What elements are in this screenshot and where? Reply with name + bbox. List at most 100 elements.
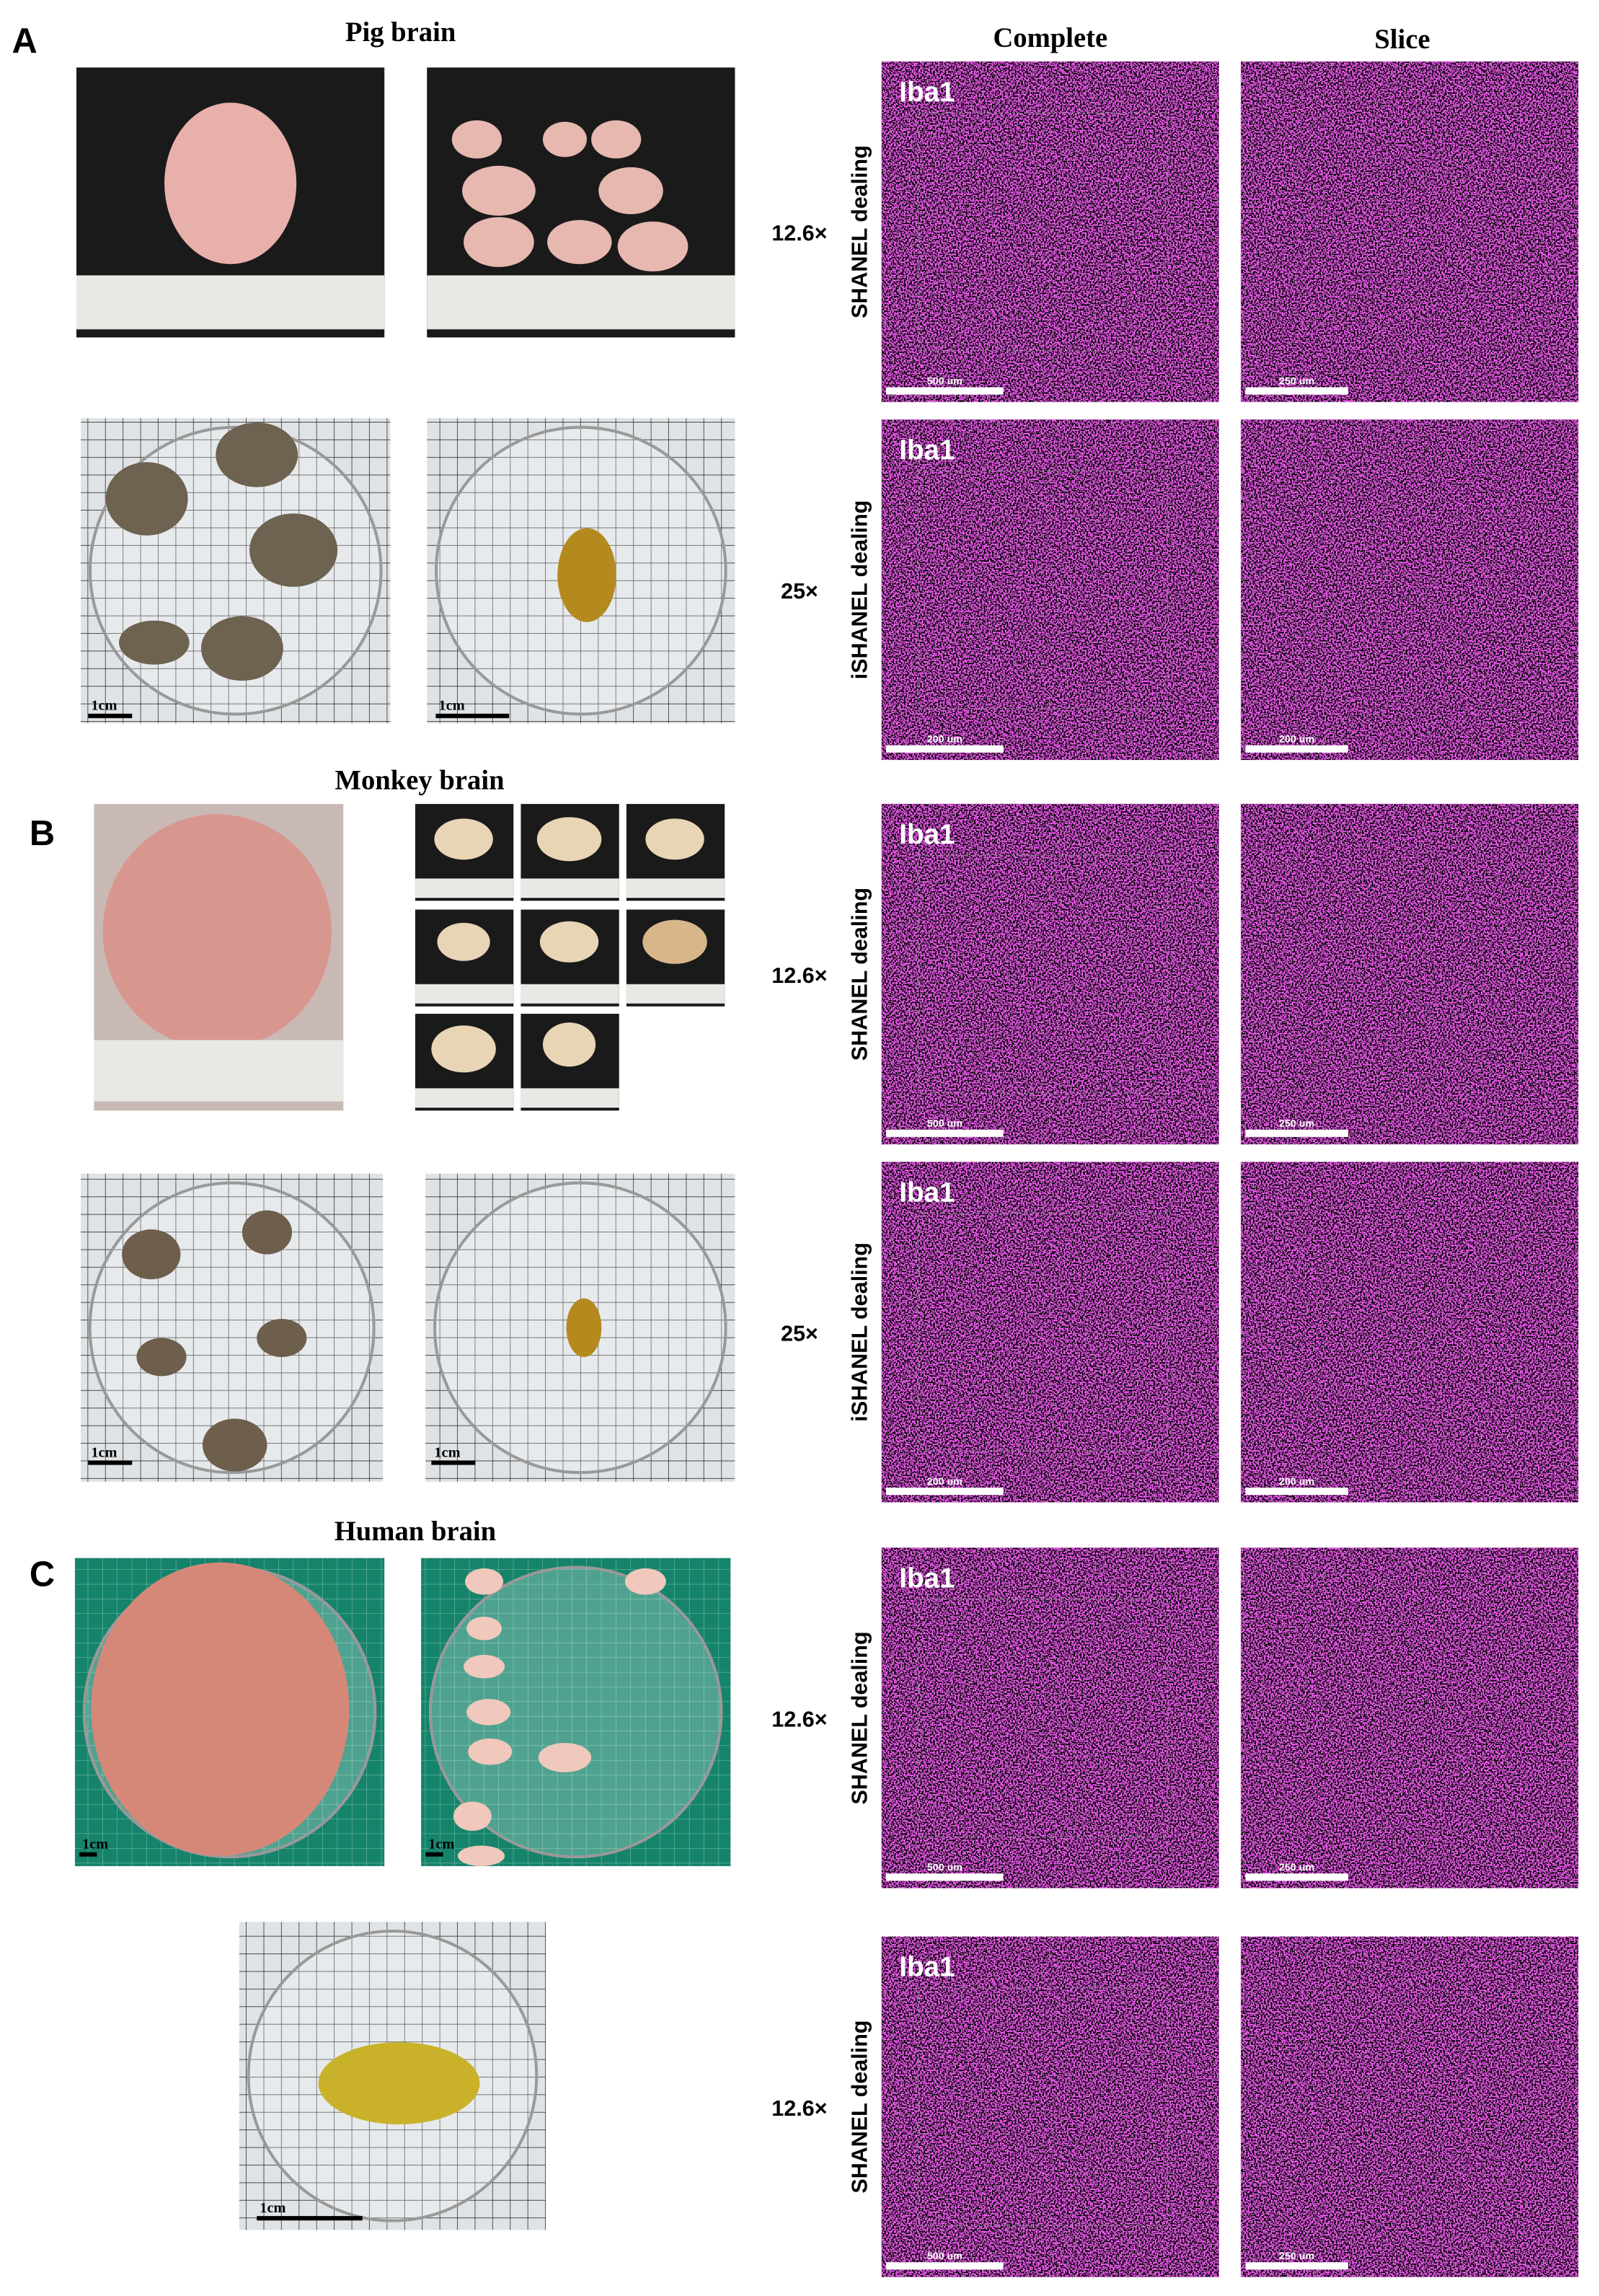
micrograph-signal — [1241, 1547, 1579, 1889]
scale-label: 1cm — [428, 1836, 454, 1852]
specimen — [257, 1319, 307, 1357]
scale-bar — [1245, 2262, 1348, 2270]
stain-label: Iba1 — [899, 1951, 954, 1982]
photo: 1cm — [425, 1173, 735, 1482]
specimen — [538, 1742, 592, 1772]
magnification: 12.6× — [771, 963, 827, 988]
magnification: 12.6× — [771, 221, 827, 246]
bounding-box — [918, 1987, 1169, 2226]
specimen — [453, 1801, 492, 1832]
photo — [76, 67, 385, 337]
method-label: SHANEL dealing — [848, 888, 872, 1061]
photo — [626, 909, 725, 1007]
scale-bar — [886, 1487, 1004, 1496]
bounding-box — [918, 1598, 1169, 1837]
scale-label: 500 um — [927, 2251, 962, 2262]
specimen — [466, 1698, 511, 1726]
micrograph-signal — [1241, 803, 1579, 1144]
micrograph-signal — [881, 1936, 1219, 2277]
scale-label: 1cm — [82, 1836, 108, 1852]
bounding-box — [918, 1212, 1169, 1452]
scale-label: 500 um — [927, 376, 962, 387]
method-label: SHANEL dealing — [848, 1631, 872, 1804]
specimen — [624, 1568, 666, 1595]
specimen — [557, 528, 616, 622]
scale-bar — [886, 387, 1004, 395]
scale-label: 250 um — [1279, 1862, 1314, 1873]
specimen — [465, 1568, 504, 1595]
ruler — [415, 1088, 514, 1108]
specimen — [462, 165, 536, 216]
stain-label: Iba1 — [899, 76, 954, 107]
magnification: 25× — [781, 1322, 818, 1346]
specimen — [200, 616, 283, 681]
ruler — [94, 1040, 344, 1102]
micrograph-signal — [1241, 1936, 1579, 2277]
micrograph-signal — [881, 1547, 1219, 1889]
specimen — [464, 217, 534, 268]
stain-label: Iba1 — [899, 1177, 954, 1208]
panel-letter: C — [30, 1555, 55, 1594]
scale-bar — [886, 2262, 1004, 2270]
specimen — [102, 814, 332, 1049]
photo — [626, 803, 725, 901]
scale-label: 1cm — [91, 1444, 117, 1460]
specimen — [539, 921, 599, 963]
specimen — [542, 1023, 596, 1067]
scale-label: 500 um — [927, 1862, 962, 1873]
photo: 1cm — [81, 1173, 384, 1482]
photo — [415, 1013, 514, 1111]
ruler — [76, 275, 385, 330]
ruler — [415, 878, 514, 898]
specimen — [122, 1229, 181, 1280]
column-header: Slice — [1375, 25, 1430, 55]
scale-bar — [1245, 1873, 1348, 1881]
specimen — [318, 2042, 480, 2124]
scale-bar — [886, 745, 1004, 753]
magnification: 25× — [781, 579, 818, 604]
specimen — [591, 120, 642, 159]
ruler — [626, 984, 725, 1004]
dish — [428, 1566, 723, 1859]
panel-title: Monkey brain — [335, 766, 505, 796]
micrograph-signal — [881, 61, 1219, 402]
panel-title: Pig brain — [345, 17, 456, 48]
specimen — [437, 922, 490, 961]
specimen — [216, 422, 298, 487]
micrograph-signal — [881, 419, 1219, 760]
micrograph-signal — [881, 1162, 1219, 1503]
specimen — [202, 1418, 267, 1472]
scale-bar — [1245, 387, 1348, 395]
specimen — [468, 1738, 513, 1765]
panel-title: Human brain — [335, 1516, 496, 1547]
scale-label: 250 um — [1279, 376, 1314, 387]
specimen — [536, 817, 602, 862]
scale-label: 250 um — [1279, 2251, 1314, 2262]
photo — [94, 803, 344, 1111]
panel-letter: B — [30, 814, 55, 853]
micrograph-signal — [881, 803, 1219, 1144]
specimen — [136, 1338, 187, 1377]
scale-label: 1cm — [439, 698, 465, 714]
scale-label: 1cm — [91, 698, 117, 714]
specimen — [118, 620, 190, 665]
magnification: 12.6× — [771, 1708, 827, 1732]
method-label: SHANEL dealing — [848, 2021, 872, 2194]
photo — [415, 803, 514, 901]
magnification: 12.6× — [771, 2096, 827, 2121]
scale-bar — [1245, 1487, 1348, 1496]
scale-label: 200 um — [1279, 733, 1314, 745]
specimen — [466, 1617, 502, 1641]
photo — [521, 1013, 619, 1111]
photo — [415, 909, 514, 1007]
specimen — [598, 167, 663, 215]
ruler — [521, 878, 619, 898]
ruler — [521, 984, 619, 1004]
specimen — [105, 462, 188, 536]
stain-label: Iba1 — [899, 819, 954, 850]
photo: 1cm — [81, 418, 391, 724]
specimen — [547, 220, 612, 265]
scale-bar — [886, 1873, 1004, 1881]
method-label: iSHANEL dealing — [848, 1242, 872, 1422]
